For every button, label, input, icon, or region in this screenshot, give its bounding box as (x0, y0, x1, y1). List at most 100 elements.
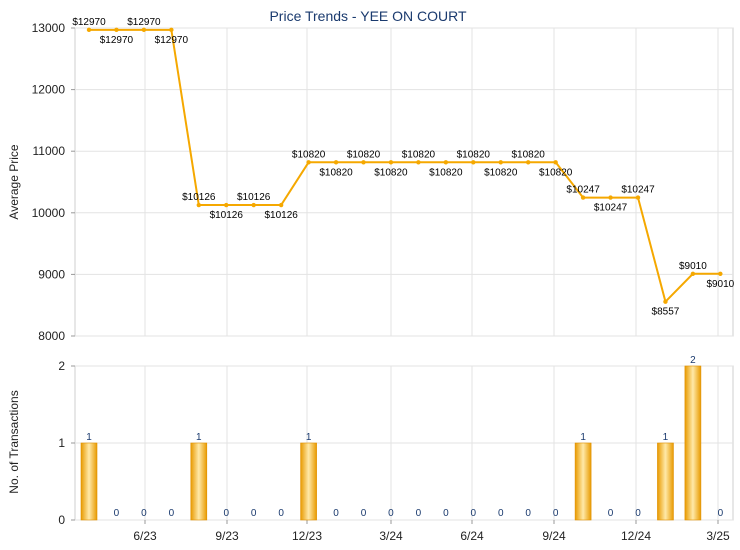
transaction-count-label: 0 (223, 508, 229, 519)
price-data-point (224, 202, 229, 208)
transaction-count-label: 2 (690, 355, 696, 366)
price-data-point (114, 27, 119, 33)
transaction-bar (190, 442, 208, 521)
price-data-point (471, 160, 476, 165)
price-y-tick-label: 13000 (32, 21, 66, 35)
transaction-bar (684, 365, 702, 521)
price-data-point (196, 202, 201, 208)
transaction-count-label: 0 (114, 508, 120, 519)
transaction-count-label: 0 (553, 508, 559, 519)
transaction-bar (574, 442, 592, 521)
price-series-line (89, 28, 721, 304)
transaction-count-label: 0 (141, 508, 147, 519)
price-y-tick-label: 11000 (33, 144, 66, 158)
transaction-count-label: 0 (333, 508, 339, 519)
price-data-point (416, 160, 421, 165)
price-data-point (333, 160, 339, 165)
transaction-count-label: 0 (525, 508, 531, 519)
x-tick-label: 6/24 (460, 529, 484, 543)
transaction-count-label: 0 (169, 508, 175, 519)
transaction-count-label: 1 (580, 432, 586, 443)
transactions-axis-label: No. of Transactions (7, 390, 21, 493)
x-tick-label: 12/24 (621, 529, 651, 543)
price-data-point (498, 160, 503, 165)
transaction-count-label: 0 (388, 508, 394, 519)
price-data-label: $10126 (264, 210, 298, 221)
transaction-bar (657, 442, 674, 521)
chart-title: Price Trends - YEE ON COURT (269, 8, 467, 24)
price-data-label: $10820 (457, 149, 491, 160)
price-data-point (608, 195, 613, 200)
transactions-y-tick-label: 1 (58, 436, 65, 450)
price-data-label: $10247 (566, 185, 600, 196)
transaction-bar (300, 442, 317, 521)
price-data-label: $10820 (539, 167, 573, 178)
price-data-point (361, 160, 366, 165)
transaction-count-label: 1 (306, 432, 312, 443)
transaction-count-label: 0 (251, 508, 257, 519)
transactions-y-tick-label: 0 (58, 513, 65, 527)
price-axis-label: Average Price (7, 144, 21, 219)
price-data-point (690, 271, 696, 276)
price-data-label: $12970 (155, 35, 189, 46)
price-data-label: $10126 (237, 192, 271, 203)
price-data-point (306, 160, 311, 165)
price-data-label: $10820 (512, 149, 546, 160)
price-y-tick-label: 9000 (38, 267, 65, 281)
transaction-count-label: 0 (471, 508, 477, 519)
price-y-tick-label: 12000 (32, 83, 66, 97)
transaction-count-label: 0 (608, 508, 614, 519)
price-data-label: $8557 (652, 307, 680, 318)
price-data-point (169, 27, 174, 33)
price-data-label: $10820 (319, 167, 353, 178)
x-tick-label: 3/25 (706, 529, 730, 543)
price-data-label: $10820 (347, 149, 381, 160)
x-tick-label: 12/23 (292, 529, 322, 543)
transactions-y-tick-label: 2 (58, 359, 65, 373)
price-data-label: $9010 (706, 279, 734, 290)
price-data-point (526, 160, 531, 165)
transaction-count-label: 0 (361, 508, 367, 519)
plot-area-price (74, 27, 734, 337)
transaction-count-label: 0 (278, 508, 284, 519)
price-data-label: $9010 (679, 261, 707, 272)
price-data-point (141, 27, 147, 33)
transaction-count-label: 0 (635, 508, 641, 519)
price-data-label: $10247 (621, 185, 655, 196)
price-data-point (553, 160, 558, 165)
transaction-count-label: 0 (498, 508, 504, 519)
price-data-label: $10126 (210, 210, 244, 221)
price-data-label: $10820 (292, 149, 326, 160)
price-data-label: $10820 (484, 167, 518, 178)
price-data-point (443, 160, 449, 165)
transaction-bar (80, 442, 98, 521)
price-data-point (718, 271, 723, 276)
transaction-count-label: 0 (443, 508, 449, 519)
price-y-tick-label: 8000 (38, 329, 65, 343)
price-y-tick-label: 10000 (32, 206, 66, 220)
price-data-label: $10820 (374, 167, 408, 178)
x-tick-label: 3/24 (379, 529, 403, 543)
price-data-point (251, 202, 256, 208)
price-data-point (635, 195, 641, 200)
price-data-point (580, 195, 586, 200)
price-data-label: $10820 (402, 149, 436, 160)
price-data-point (278, 202, 284, 208)
price-data-label: $10126 (182, 192, 216, 203)
transaction-count-label: 0 (416, 508, 422, 519)
transaction-count-label: 1 (663, 432, 669, 443)
x-tick-label: 9/23 (215, 529, 239, 543)
price-data-point (663, 299, 668, 304)
x-tick-label: 9/24 (542, 529, 566, 543)
transaction-count-label: 1 (196, 432, 202, 443)
price-data-point (388, 160, 394, 165)
transaction-count-label: 0 (718, 508, 724, 519)
x-tick-label: 6/23 (133, 529, 157, 543)
price-data-label: $10820 (429, 167, 463, 178)
price-data-label: $12970 (72, 17, 106, 28)
transaction-count-label: 1 (86, 432, 92, 443)
price-data-label: $10247 (594, 203, 628, 214)
price-data-label: $12970 (100, 35, 134, 46)
